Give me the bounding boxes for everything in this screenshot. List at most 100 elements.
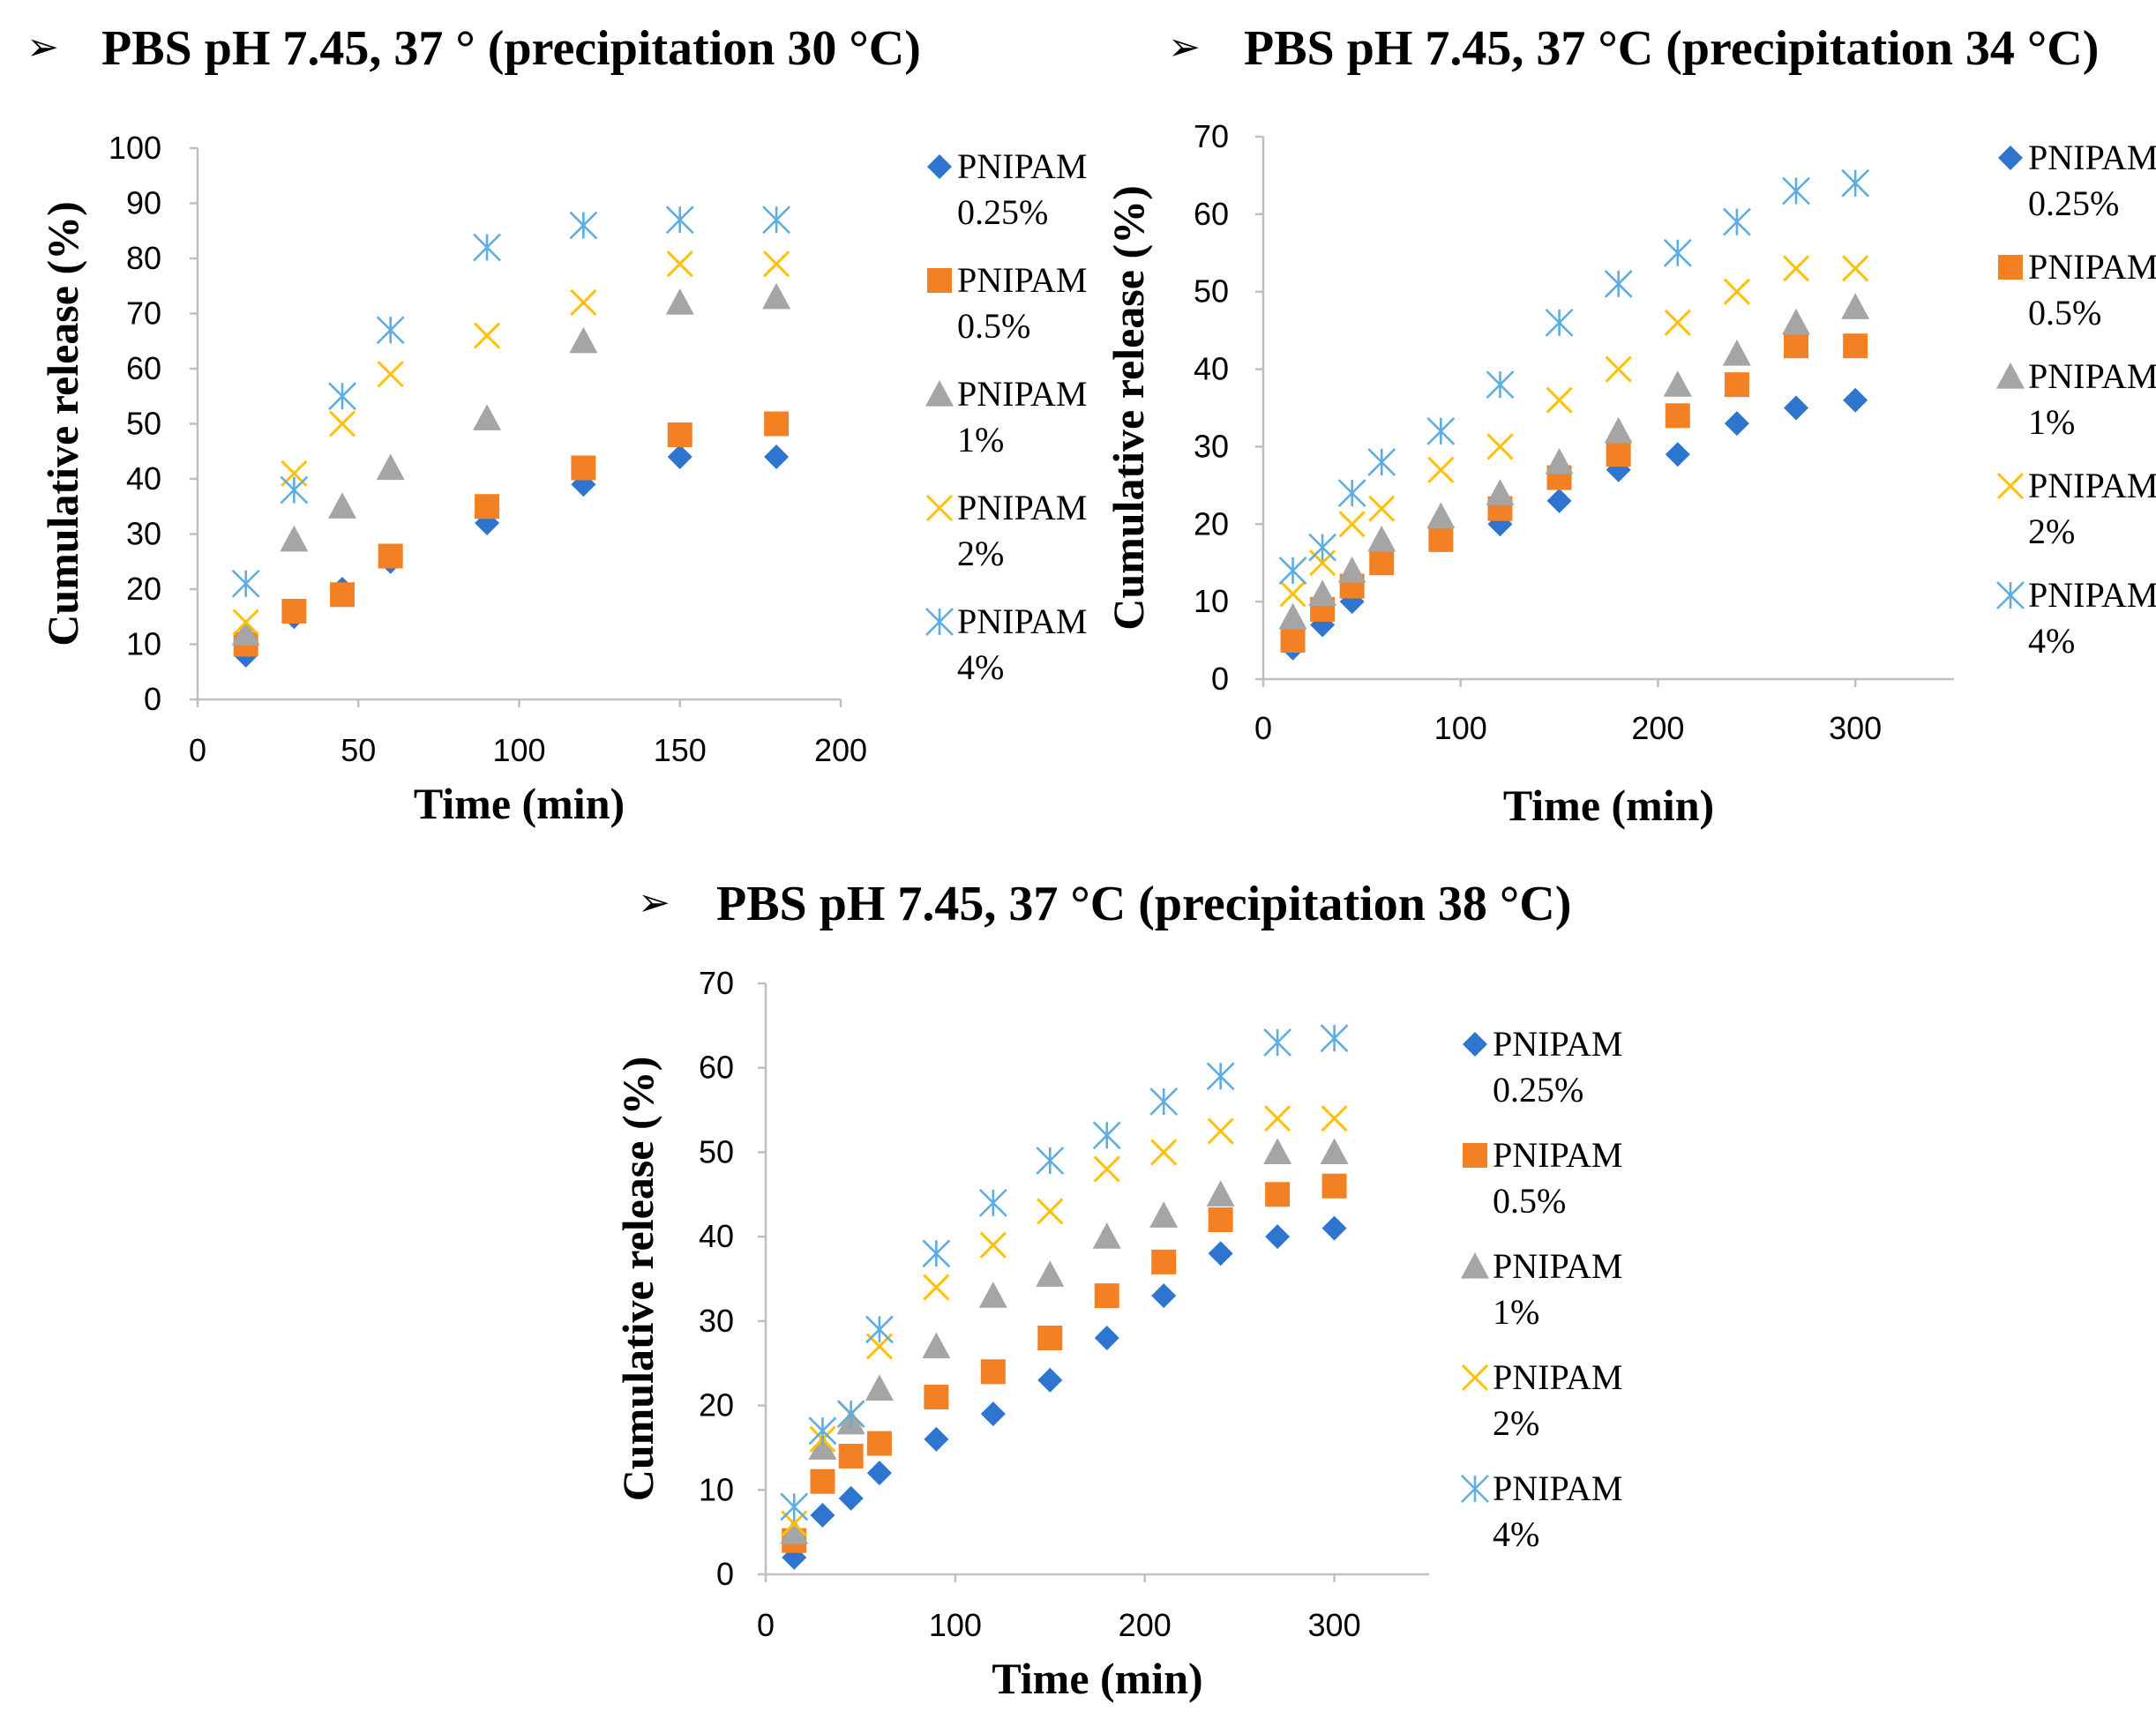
series-3 <box>1278 293 1870 630</box>
data-point <box>762 205 791 235</box>
data-point <box>1426 502 1456 529</box>
data-point <box>1206 1180 1235 1207</box>
data-point <box>1604 416 1633 444</box>
data-point <box>378 543 403 569</box>
legend-label: PNIPAM <box>1493 1024 1622 1064</box>
data-point <box>838 1485 864 1511</box>
data-point <box>473 322 501 349</box>
data-point <box>281 599 307 624</box>
data-point <box>280 475 309 504</box>
data-point <box>922 1332 951 1359</box>
legend-sublabel: 4% <box>1493 1514 1539 1554</box>
data-point <box>1843 333 1868 359</box>
y-tick-label: 30 <box>126 516 161 552</box>
data-point <box>570 288 597 317</box>
data-point <box>571 455 596 481</box>
data-point <box>764 411 790 437</box>
data-point <box>764 445 790 469</box>
data-point <box>376 316 405 345</box>
data-point <box>231 619 260 646</box>
bullet-arrow-icon: ➢ <box>1168 25 1201 70</box>
x-tick-label: 300 <box>1829 710 1882 746</box>
data-point <box>1546 386 1573 414</box>
data-point <box>328 410 356 437</box>
data-point <box>473 233 501 262</box>
x-tick-label: 50 <box>341 732 376 768</box>
data-point <box>1486 433 1514 460</box>
data-point <box>922 1239 951 1268</box>
x-tick-label: 200 <box>1631 710 1684 746</box>
series-3 <box>231 282 791 646</box>
data-point <box>1843 387 1868 413</box>
data-point <box>865 1374 894 1401</box>
x-tick-label: 200 <box>814 732 867 768</box>
data-point <box>1784 395 1809 421</box>
y-tick-label: 70 <box>126 295 161 332</box>
data-point <box>1321 1173 1347 1199</box>
data-point <box>1486 370 1515 400</box>
x-tick-label: 0 <box>1254 710 1272 746</box>
legend-label: PNIPAM <box>2028 138 2156 177</box>
legend-marker <box>1996 472 2025 500</box>
legend-marker <box>1461 1364 1489 1392</box>
y-tick-label: 70 <box>699 965 734 1001</box>
x-tick-label: 200 <box>1119 1607 1172 1643</box>
data-point <box>1321 1215 1347 1241</box>
data-point <box>1149 1201 1179 1228</box>
data-point <box>866 1461 892 1486</box>
data-point <box>1320 1138 1349 1165</box>
legend-label: PNIPAM <box>1493 1468 1622 1508</box>
data-point <box>1605 355 1632 383</box>
legend-label: PNIPAM <box>957 488 1087 527</box>
y-tick-label: 20 <box>699 1387 734 1423</box>
data-point <box>1151 1283 1177 1309</box>
data-point <box>1280 628 1306 654</box>
data-point <box>1665 442 1690 467</box>
data-point <box>377 361 404 388</box>
y-tick-label: 100 <box>109 130 161 166</box>
legend-sublabel: 1% <box>957 420 1004 460</box>
y-tick-label: 30 <box>1194 428 1229 464</box>
data-point <box>569 326 598 354</box>
data-point <box>280 525 309 552</box>
y-tick-label: 50 <box>699 1133 734 1169</box>
legend-marker <box>1998 255 2023 280</box>
data-point <box>1278 557 1307 585</box>
y-tick-label: 40 <box>1194 351 1229 387</box>
data-point <box>924 1385 949 1409</box>
y-axis-title: Cumulative release (%) <box>38 201 87 646</box>
data-point <box>665 205 694 235</box>
legend-label: PNIPAM <box>957 260 1087 300</box>
series-4 <box>232 250 790 636</box>
data-point <box>1665 403 1690 429</box>
x-axis-title: Time (min) <box>1503 781 1714 830</box>
legend-sublabel: 0.25% <box>957 192 1048 232</box>
data-point <box>1149 1087 1179 1116</box>
x-axis-title: Time (min) <box>992 1654 1202 1703</box>
data-point <box>1428 527 1454 552</box>
data-point <box>1037 1198 1064 1225</box>
data-point <box>978 1281 1007 1308</box>
data-point <box>1368 495 1396 522</box>
data-point <box>1604 270 1633 298</box>
data-point <box>376 453 405 481</box>
y-tick-label: 70 <box>1194 118 1229 154</box>
legend-sublabel: 2% <box>1493 1403 1539 1443</box>
legend-marker <box>925 608 954 636</box>
data-point <box>1722 340 1751 366</box>
series-3 <box>780 1138 1349 1544</box>
legend-label: PNIPAM <box>2028 356 2156 396</box>
data-point <box>810 1468 835 1494</box>
data-point <box>866 1431 892 1456</box>
data-point <box>1036 1147 1065 1175</box>
legend-marker <box>1998 146 2023 170</box>
chart-panel-2: ➢ PBS pH 7.45, 37 °C (precipitation 34 °C… <box>1104 21 2156 830</box>
x-tick-label: 0 <box>189 732 206 768</box>
data-point <box>780 1518 809 1544</box>
legend-sublabel: 0.5% <box>1493 1181 1566 1221</box>
data-point <box>667 445 692 469</box>
data-point <box>1279 580 1306 608</box>
data-point <box>1782 308 1811 335</box>
x-axis-title: Time (min) <box>414 779 625 828</box>
legend-marker <box>1463 1143 1487 1168</box>
